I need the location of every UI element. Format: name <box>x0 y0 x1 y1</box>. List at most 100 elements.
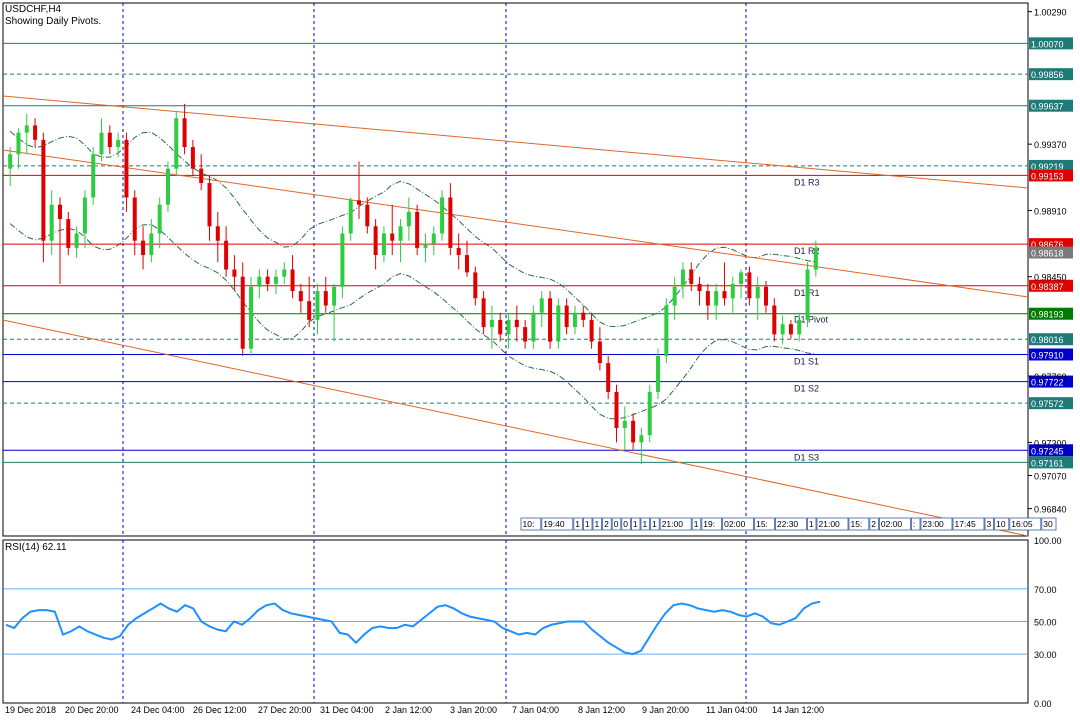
level-name: D1 S1 <box>794 356 819 366</box>
time-label-text: 1 <box>585 519 590 529</box>
time-label-text: 0 <box>623 519 628 529</box>
candle-body <box>722 291 727 299</box>
time-tick-label: 2 Jan 12:00 <box>385 705 432 715</box>
candle-body <box>689 269 694 284</box>
level-tag <box>1029 348 1073 361</box>
candle-body <box>788 324 793 335</box>
level-tag-label: 0.98016 <box>1031 335 1064 345</box>
time-label-text: : <box>913 519 915 529</box>
candle-body <box>464 255 469 273</box>
time-label-text: 17:45 <box>955 519 977 529</box>
time-tick-label: 27 Dec 20:00 <box>258 705 312 715</box>
level-tag-label: 0.99856 <box>1031 70 1064 80</box>
time-label-text: 3 <box>987 519 992 529</box>
candle-body <box>639 435 644 443</box>
level-tag-label: 0.97161 <box>1031 458 1064 468</box>
time-label-box <box>592 517 603 531</box>
candle-body <box>805 269 810 320</box>
rsi-line <box>5 600 821 656</box>
time-tick-label: 31 Dec 04:00 <box>320 705 374 715</box>
candle-body <box>415 211 420 248</box>
time-tick-label: 9 Jan 20:00 <box>642 705 689 715</box>
candle-body <box>581 312 586 320</box>
candle-body <box>82 197 87 234</box>
time-label-text: 16:05 <box>1011 519 1033 529</box>
trendlines <box>2 95 1029 537</box>
time-label-text: 02:00 <box>881 519 903 529</box>
time-tick-label: 14 Jan 12:00 <box>772 705 824 715</box>
time-label-text: 22:30 <box>777 519 799 529</box>
time-label-box <box>816 517 849 531</box>
level-tag <box>1029 68 1073 81</box>
time-label-text: 1 <box>595 519 600 529</box>
candle-body <box>780 324 785 335</box>
time-tick-label: 8 Jan 12:00 <box>578 705 625 715</box>
price-tick-label: 0.99370 <box>1034 140 1067 150</box>
time-label-text: 2 <box>604 519 609 529</box>
time-label-box <box>573 517 583 531</box>
candle-body <box>357 200 362 205</box>
level-name: D1 R3 <box>794 177 820 187</box>
time-label-box <box>602 517 612 531</box>
price-tick-label: 0.97760 <box>1034 372 1067 382</box>
time-label-box <box>583 517 593 531</box>
price-tick-label: 1.00290 <box>1034 8 1067 18</box>
candle-body <box>498 319 503 335</box>
time-label-box <box>920 517 953 531</box>
time-label-box <box>775 517 807 531</box>
candle-body <box>797 319 802 335</box>
time-label-text: 1 <box>575 519 580 529</box>
rsi-tick-label: 0.00 <box>1034 699 1052 709</box>
candle-body <box>49 204 54 241</box>
candle-body <box>730 283 735 299</box>
level-tag <box>1029 169 1073 182</box>
main-panel-bg <box>2 2 1029 704</box>
time-label-box <box>640 517 651 531</box>
time-label-text: 1 <box>643 519 648 529</box>
candle-body <box>572 312 577 328</box>
time-label-box <box>869 517 879 531</box>
candle-body <box>390 233 395 241</box>
time-tick-label: 19 Dec 2018 <box>5 705 56 715</box>
time-label-text: 1 <box>633 519 638 529</box>
candle-body <box>506 319 511 335</box>
time-tick-label: 24 Dec 04:00 <box>131 705 185 715</box>
candle-body <box>705 291 710 306</box>
time-label-box <box>691 517 702 531</box>
candle-body <box>531 312 536 342</box>
candle-body <box>813 247 818 270</box>
time-label-text: 02:00 <box>724 519 746 529</box>
time-label-text: 10: <box>523 519 535 529</box>
candle-body <box>373 226 378 256</box>
candle-body <box>539 298 544 313</box>
price-tick-label: 0.98910 <box>1034 206 1067 216</box>
candle-body <box>307 301 312 320</box>
level-tag-label: 0.97722 <box>1031 378 1064 388</box>
time-label-text: 15: <box>756 519 768 529</box>
level-tag <box>1029 444 1073 457</box>
trendline <box>2 149 1029 298</box>
candle-body <box>431 233 436 244</box>
time-label-box <box>1041 517 1057 531</box>
time-label-box <box>879 517 911 531</box>
level-tag-label: 0.99219 <box>1031 162 1064 172</box>
time-label-text: 1 <box>809 519 814 529</box>
candle-body <box>315 291 320 320</box>
level-name: D1 Pivot <box>794 315 829 325</box>
level-tag <box>1029 279 1073 292</box>
candle-body <box>664 305 669 356</box>
candle-body <box>174 118 179 169</box>
candle-body <box>614 391 619 428</box>
chart-symbol-title: USDCHF,H4 <box>5 4 62 15</box>
time-tick-label: 20 Dec 20:00 <box>65 705 119 715</box>
candle-body <box>240 276 245 349</box>
time-label-box <box>848 517 870 531</box>
rsi-tick-label: 30.00 <box>1034 650 1057 660</box>
time-label-text: 1 <box>652 519 657 529</box>
candle-body <box>224 240 229 270</box>
time-label-box <box>520 517 542 531</box>
candle-body <box>489 319 494 328</box>
